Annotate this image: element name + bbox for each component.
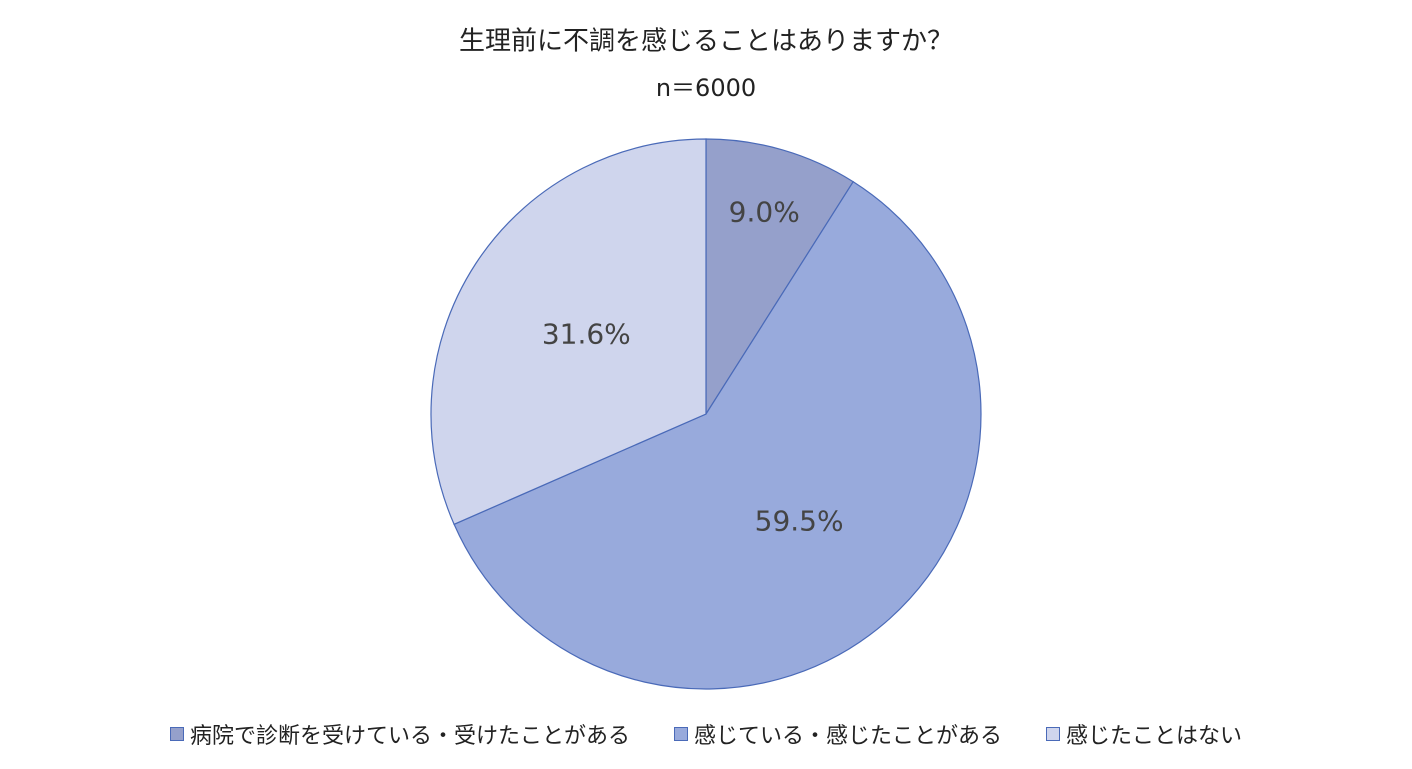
legend-swatch xyxy=(1046,727,1060,741)
data-label: 9.0% xyxy=(729,195,800,228)
data-label: 59.5% xyxy=(755,505,844,538)
legend-swatch xyxy=(169,727,184,741)
legend-item: 病院で診断を受けている・受けたことがある xyxy=(169,718,630,750)
chart-title: 生理前に不調を感じることはありますか？ xyxy=(459,27,953,57)
legend-item: 感じている・感じたことがある xyxy=(673,718,1002,750)
legend-label: 感じている・感じたことがある xyxy=(693,724,1002,749)
legend: 病院で診断を受けている・受けたことがある 感じている・感じたことがある 感じたことは… xyxy=(0,718,1412,750)
data-label: 31.6% xyxy=(542,318,631,351)
legend-label: 感じたことはない xyxy=(1066,724,1243,749)
pie-slice xyxy=(430,138,707,526)
legend-item: 感じたことはない xyxy=(1046,718,1242,750)
legend-label: 病院で診断を受けている・受けたことがある xyxy=(189,724,630,749)
legend-swatch xyxy=(673,727,688,741)
chart-subtitle: n＝6000 xyxy=(656,74,756,102)
pie-slice xyxy=(705,138,855,417)
pie-slice xyxy=(453,180,982,690)
